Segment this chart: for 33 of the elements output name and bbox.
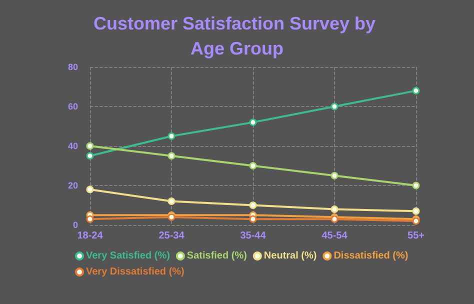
point <box>412 182 420 190</box>
legend-label: Dissatisfied (%) <box>334 250 408 262</box>
point <box>412 86 420 94</box>
y-tick-label: 20 <box>68 180 78 190</box>
point <box>412 207 420 215</box>
y-tick-label: 40 <box>68 141 78 151</box>
point <box>330 205 338 213</box>
point <box>249 162 257 170</box>
point <box>168 198 176 206</box>
y-tick-label: 80 <box>68 62 78 72</box>
x-tick-label: 25-34 <box>158 230 185 242</box>
x-tick-label: 18-24 <box>77 230 104 242</box>
point <box>249 202 257 209</box>
y-tick-label: 0 <box>72 220 78 230</box>
point <box>86 152 94 160</box>
y-tick-label: 60 <box>68 102 78 112</box>
legend-label: Neutral (%) <box>264 250 317 262</box>
point <box>86 142 94 150</box>
chart-title: Customer Satisfaction Survey by Age Group <box>93 14 381 58</box>
point <box>249 118 257 126</box>
x-tick-label: 35-44 <box>240 230 266 242</box>
point <box>330 102 338 110</box>
legend-label: Satisfied (%) <box>186 250 247 262</box>
point <box>168 132 176 140</box>
legend-label: Very Satisfied (%) <box>86 250 170 262</box>
point <box>249 215 257 223</box>
point <box>86 215 94 223</box>
legend-label: Very Dissatisfied (%) <box>86 266 184 278</box>
point <box>86 186 94 194</box>
point <box>330 172 338 180</box>
point <box>168 152 176 160</box>
x-tick-label: 55+ <box>408 230 425 242</box>
x-tick-label: 45-54 <box>322 230 348 242</box>
